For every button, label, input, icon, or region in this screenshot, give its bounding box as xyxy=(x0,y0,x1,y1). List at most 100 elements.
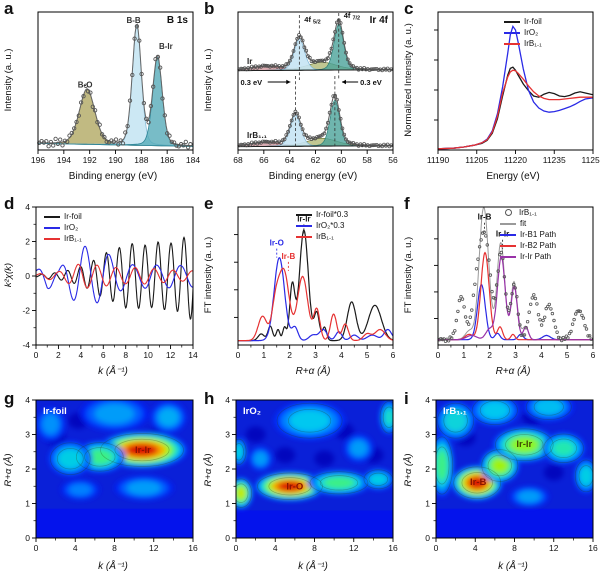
legend-item: IrB₁.₁ xyxy=(44,233,82,244)
y-tick-label: 3 xyxy=(225,430,230,440)
legend-label: IrO₂ xyxy=(524,28,539,37)
shift-label: 0.3 eV xyxy=(240,78,262,87)
panel-d: d k²χ(k) 0 2 4 6 8 10 12 14 -4 -2 0 2 4 k (Å⁻¹) Ir-f… xyxy=(0,194,200,390)
x-axis-ticks: 0 2 4 6 8 10 12 14 xyxy=(34,345,198,360)
legend-item: Ir-foil xyxy=(44,211,82,222)
peak-label: Ir-B xyxy=(478,213,492,222)
y-axis-label: Normalized Intensity (a. u.) xyxy=(403,23,414,137)
legend-label: IrB₁.₁ xyxy=(64,234,82,243)
legend-line-swatch-icon xyxy=(44,237,60,240)
plot-title: B 1s xyxy=(167,15,189,26)
x-axis-label: k (Å⁻¹) xyxy=(98,366,128,377)
legend: Ir-foil IrO₂ IrB₁.₁ xyxy=(504,16,542,49)
legend-label: IrO₂*0.3 xyxy=(316,221,345,230)
y-tick-label: 4 xyxy=(225,395,230,405)
x-axis-ticks: 0 4 8 12 16 xyxy=(434,538,598,553)
series-line-Ir-foil xyxy=(437,66,594,150)
shift-label: 0.3 eV xyxy=(360,78,382,87)
plot-title: Ir 4f xyxy=(370,15,389,26)
legend-label: IrO₂ xyxy=(64,223,79,232)
contour-lines xyxy=(436,400,593,500)
x-axis-label: Binding energy (eV) xyxy=(68,171,158,182)
series-group xyxy=(36,236,193,320)
y-tick-label: 4 xyxy=(425,395,430,405)
legend-line-swatch-icon xyxy=(500,255,516,258)
legend-item: Ir-Ir Path xyxy=(500,251,556,262)
plot-area-c: 11190 11205 11220 11235 11250 xyxy=(427,11,600,165)
panel-letter-e: e xyxy=(204,194,214,213)
x-tick-label: 16 xyxy=(588,543,598,553)
series-line-Ir-foil xyxy=(36,236,193,320)
x-tick-label: 64 xyxy=(285,155,295,165)
x-axis-label: k (Å⁻¹) xyxy=(498,561,528,572)
x-tick-label: 2 xyxy=(487,350,492,360)
x-tick-label: 12 xyxy=(149,543,159,553)
y-axis-label: Intensity (a. u.) xyxy=(3,48,14,112)
orbital-label: 4f 5/2 xyxy=(304,15,320,26)
plot-area-b: 0.3 eV 0.3 eV 4f 5/2 4f 7/2 Ir IrB₁.₁ 68 66 64 62… xyxy=(233,11,398,165)
x-axis-label: Energy (eV) xyxy=(486,171,540,182)
legend-item: IrO₂ xyxy=(504,27,542,38)
y-axis-label: FT intensity (a. u.) xyxy=(203,236,214,314)
panel-letter-b: b xyxy=(204,0,215,18)
peak-label: B-Ir xyxy=(159,42,173,51)
envelope-line xyxy=(237,19,393,71)
x-tick-label: 16 xyxy=(188,543,198,553)
x-tick-label: 0 xyxy=(434,543,439,553)
x-tick-label: 0 xyxy=(236,350,241,360)
y-tick-label: 2 xyxy=(225,464,230,474)
sample-label: IrB₁.₁ xyxy=(443,406,467,417)
y-tick-label: 3 xyxy=(425,430,430,440)
series-line-IrO₂*0.3 xyxy=(238,257,394,342)
y-axis-label: k²χ(k) xyxy=(3,262,14,288)
legend-line-swatch-icon xyxy=(296,235,312,238)
x-tick-label: 16 xyxy=(388,543,398,553)
legend: Ir-foil*0.3 IrO₂*0.3 IrB₁.₁ xyxy=(296,209,348,242)
x-tick-label: 6 xyxy=(391,350,396,360)
x-tick-label: 5 xyxy=(365,350,370,360)
y-tick-label: 0 xyxy=(25,533,30,543)
x-axis-ticks: 0 4 8 12 16 xyxy=(234,538,398,553)
x-tick-label: 56 xyxy=(388,155,398,165)
panel-letter-i: i xyxy=(404,389,409,408)
x-tick-label: 3 xyxy=(513,350,518,360)
panel-letter-c: c xyxy=(404,0,414,18)
legend-marker-circle-icon xyxy=(505,209,512,216)
x-tick-label: 0 xyxy=(34,543,39,553)
x-tick-label: 2 xyxy=(287,350,292,360)
x-tick-label: 1 xyxy=(261,350,266,360)
y-axis-ticks xyxy=(234,234,238,318)
x-axis-ticks: 0 1 2 3 4 5 6 xyxy=(436,345,596,360)
legend-item: IrB₁.₁ xyxy=(500,207,556,218)
data-points xyxy=(237,93,394,149)
heatmap-surface xyxy=(436,400,593,538)
orbital-label: 4f 7/2 xyxy=(344,11,360,22)
x-tick-label: 11190 xyxy=(427,155,450,165)
y-tick-label: -4 xyxy=(22,340,30,350)
heatmap-surface xyxy=(36,400,193,538)
panel-letter-g: g xyxy=(4,389,15,408)
x-tick-label: 4 xyxy=(73,543,78,553)
data-points xyxy=(237,18,394,73)
legend-item: Ir-foil*0.3 xyxy=(296,209,348,220)
x-axis-label: R+α (Å) xyxy=(495,366,531,377)
series-line-IrB₁.₁ xyxy=(238,267,394,342)
x-axis-ticks: 68 66 64 62 60 58 56 xyxy=(233,150,398,165)
y-tick-label: 0 xyxy=(225,533,230,543)
x-tick-label: 11220 xyxy=(504,155,527,165)
spectrum-label: Ir xyxy=(247,57,252,66)
x-tick-label: 11235 xyxy=(543,155,566,165)
x-axis-label: k (Å⁻¹) xyxy=(98,561,128,572)
legend-item: Ir-B1 Path xyxy=(500,229,556,240)
x-tick-label: 12 xyxy=(166,350,176,360)
legend-item: IrO₂ xyxy=(44,222,82,233)
legend-line-swatch-icon xyxy=(296,213,312,216)
y-axis-ticks: 0 1 2 3 4 xyxy=(225,395,236,543)
x-tick-label: 0 xyxy=(34,350,39,360)
x-tick-label: 6 xyxy=(101,350,106,360)
legend-label: Ir-Ir Path xyxy=(520,252,552,261)
hotspot-label: Ir-Ir xyxy=(516,439,532,450)
x-tick-label: 186 xyxy=(160,155,174,165)
